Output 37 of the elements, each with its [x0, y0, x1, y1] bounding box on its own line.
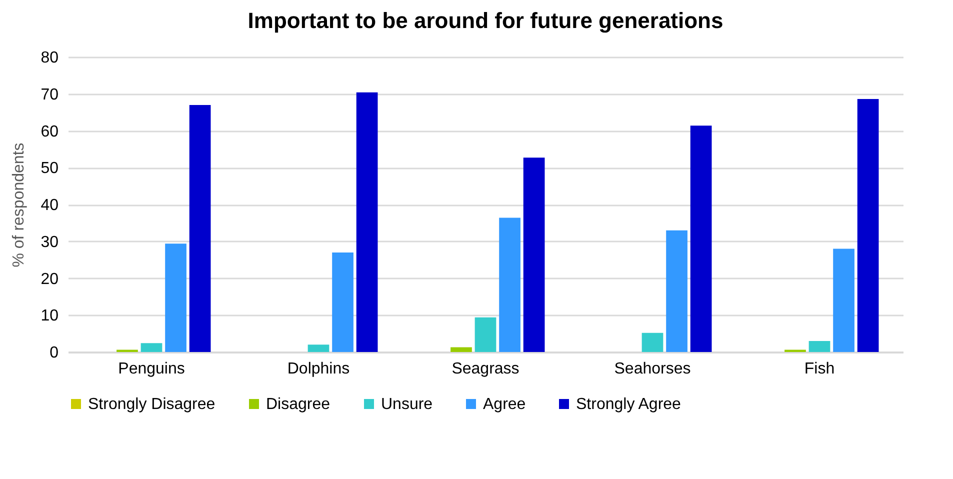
chart-title: Important to be around for future generations [248, 8, 724, 33]
x-tick-label: Penguins [118, 360, 185, 378]
bar [808, 340, 830, 352]
legend-label: Disagree [266, 396, 330, 413]
bar [308, 344, 330, 352]
bar [642, 332, 664, 352]
y-tick-label: 0 [50, 344, 59, 362]
bar [165, 244, 186, 352]
bar [857, 99, 879, 352]
legend-label: Strongly Disagree [88, 396, 216, 413]
y-axis-title: % of respondents [10, 142, 28, 268]
y-tick-label: 70 [40, 86, 59, 104]
x-tick-label: Seahorses [614, 360, 691, 378]
y-tick-label: 60 [40, 123, 59, 140]
bar [450, 347, 472, 352]
y-tick-label: 10 [40, 308, 59, 325]
legend-label: Unsure [381, 396, 433, 413]
bar [690, 126, 712, 352]
y-tick-label: 30 [40, 234, 59, 251]
x-tick-label: Fish [804, 360, 835, 378]
x-tick-label: Seagrass [452, 360, 520, 378]
bar [474, 317, 496, 352]
bar [140, 343, 162, 352]
bar [833, 248, 854, 352]
y-tick-label: 50 [40, 160, 59, 178]
bar [332, 252, 354, 352]
legend-label: Strongly Agree [576, 396, 682, 413]
legend-label: Agree [483, 396, 526, 413]
bar [666, 230, 688, 352]
bar [499, 218, 520, 352]
bar [189, 104, 211, 352]
y-tick-label: 80 [40, 50, 59, 66]
y-tick-label: 20 [40, 270, 59, 288]
bar [523, 158, 545, 352]
y-tick-label: 40 [40, 197, 59, 214]
bar [356, 92, 378, 352]
x-tick-label: Dolphins [287, 360, 350, 378]
